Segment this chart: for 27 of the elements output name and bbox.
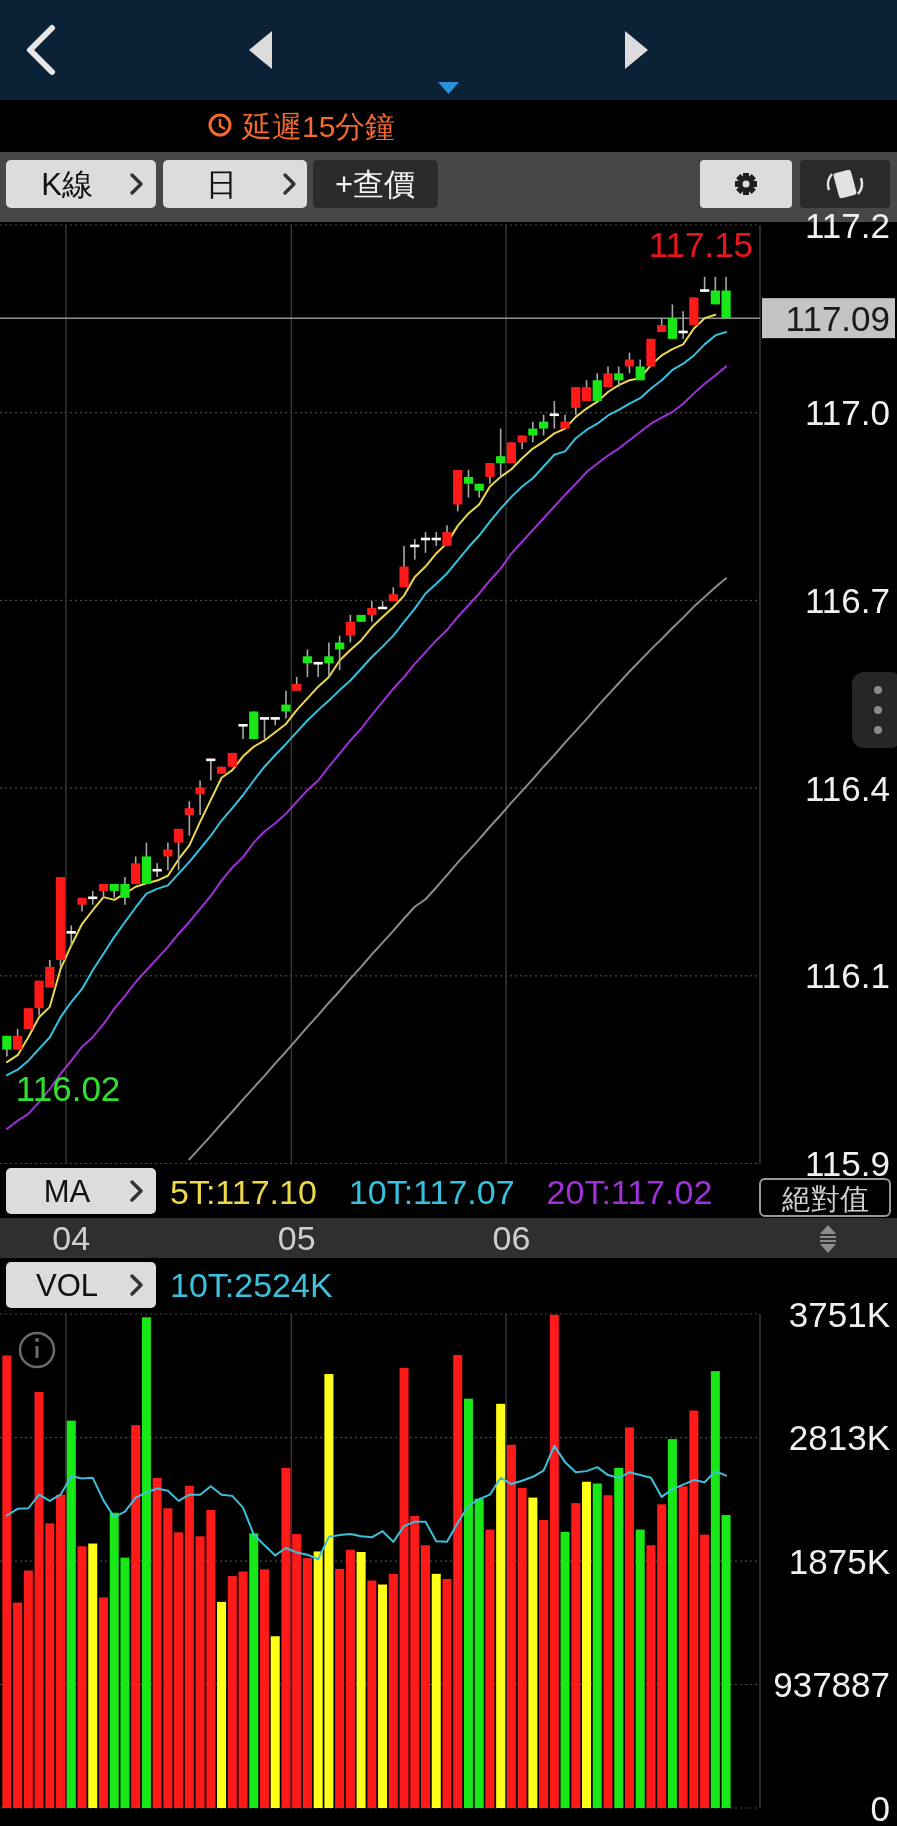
button: VOL (6, 1262, 156, 1308)
text: 20T:117.02 (546, 1172, 713, 1211)
ref-line-label: 117.09 (762, 298, 895, 339)
button: MA (6, 1168, 156, 1214)
y-tick-label: 0 (870, 1788, 890, 1826)
x-tick-label: 05 (277, 1219, 316, 1257)
y-tick-label: 117.2 (805, 205, 890, 245)
y-tick-label: 3751K (788, 1294, 890, 1334)
x-tick-label: 06 (492, 1219, 531, 1257)
y-tick-label: 117.0 (805, 393, 890, 433)
text: 延遲15分鐘 (241, 110, 396, 143)
text: 10T:117.07 (348, 1172, 515, 1211)
button: +查價 (313, 160, 438, 208)
x-tick-label: 04 (52, 1219, 91, 1257)
button: 日 (163, 160, 307, 208)
y-tick-label: 937887 (773, 1664, 890, 1704)
text: 10T:2524K (170, 1266, 333, 1304)
y-tick-label: 2813K (788, 1418, 890, 1458)
button: 絕對值 (759, 1178, 891, 1217)
y-tick-label: 116.7 (805, 580, 890, 620)
ref-line-label: 117.09 (785, 298, 890, 338)
text: 5T:117.10 (170, 1172, 317, 1211)
y-tick-label: 116.4 (805, 768, 890, 808)
button: K線 (6, 160, 156, 208)
y-tick-label: 1875K (788, 1541, 890, 1581)
y-tick-label: 116.1 (805, 956, 890, 996)
annotation: 117.15 (648, 224, 754, 264)
